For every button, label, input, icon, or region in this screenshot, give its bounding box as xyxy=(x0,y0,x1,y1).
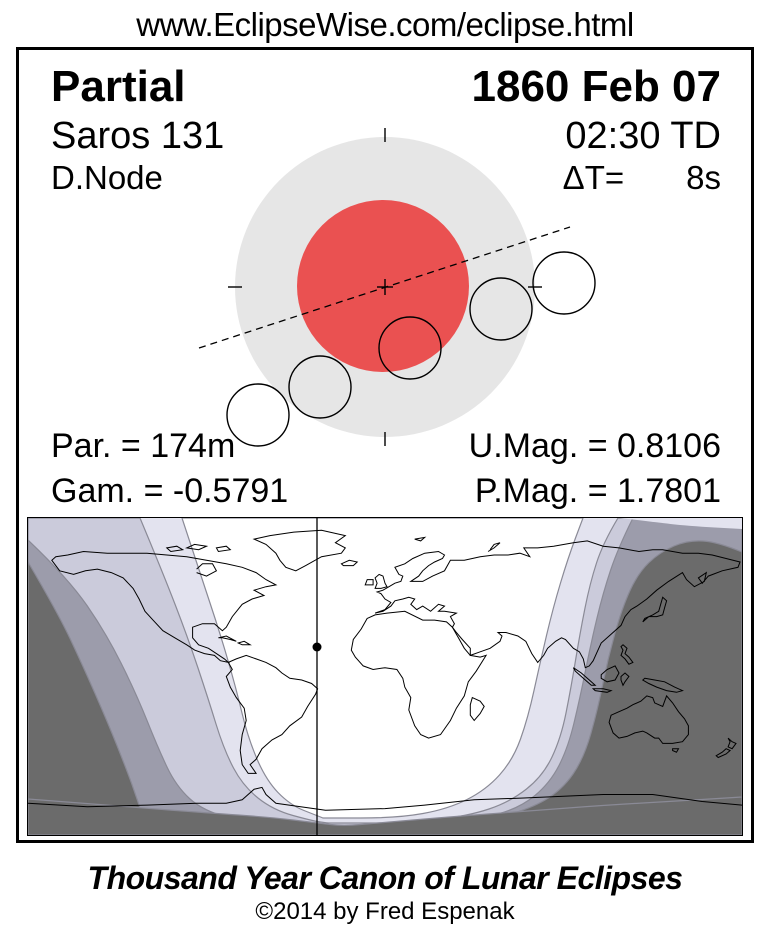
moon-disk-2 xyxy=(288,355,352,419)
par-stat: Par. = 174m xyxy=(51,427,236,465)
eclipse-type: Partial xyxy=(51,62,186,111)
moon-disk-1 xyxy=(226,383,290,447)
coast-borneo xyxy=(600,665,620,683)
coast-new-guinea xyxy=(641,677,684,693)
moon-disk-5 xyxy=(532,251,596,315)
url-link[interactable]: www.EclipseWise.com/eclipse.html xyxy=(136,6,634,43)
visibility-map xyxy=(28,518,742,835)
coast-south-america xyxy=(225,654,319,774)
coast-iceland xyxy=(340,559,359,567)
coast-madagascar xyxy=(469,696,485,722)
coast-arctic-island-2 xyxy=(215,545,232,553)
canon-title: Thousand Year Canon of Lunar Eclipses xyxy=(87,860,683,896)
coast-sumatra xyxy=(572,667,597,686)
coast-australia xyxy=(608,694,689,744)
coast-greenland xyxy=(252,529,347,572)
moon-disk-3 xyxy=(378,316,442,380)
visibility-map-frame xyxy=(27,517,743,836)
zone-dark-south xyxy=(28,796,742,835)
coast-sulawesi xyxy=(620,672,630,687)
coast-north-america xyxy=(51,550,278,664)
coast-new-zealand-south xyxy=(715,748,732,759)
delta-t-value: 8s xyxy=(686,159,721,196)
coast-philippines xyxy=(620,644,634,665)
zone-dark-west xyxy=(28,560,149,835)
coast-cuba xyxy=(218,635,237,642)
saros-label: Saros 131 xyxy=(51,115,225,157)
zone-pale-corner xyxy=(620,518,742,529)
pmag-stat: P.Mag. = 1.7801 xyxy=(474,472,721,510)
eclipse-time: 02:30 TD xyxy=(565,115,721,157)
delta-t: ΔT= 8s xyxy=(563,161,721,194)
eclipse-date: 1860 Feb 07 xyxy=(471,62,722,111)
node-label: D.Node xyxy=(51,159,163,196)
coast-svalbard xyxy=(414,536,427,542)
coast-britain xyxy=(374,573,388,589)
gam-stat: Gam. = -0.5791 xyxy=(51,472,289,510)
coast-hispaniola xyxy=(236,640,252,646)
coast-antarctica xyxy=(28,786,742,811)
coast-new-zealand-north xyxy=(727,737,737,750)
coast-africa xyxy=(350,610,488,739)
coast-arctic-island-1 xyxy=(184,543,209,551)
coast-eurasia xyxy=(374,540,741,669)
coast-japan xyxy=(642,596,668,623)
delta-t-label: ΔT= xyxy=(562,159,625,196)
copyright-line: ©2014 by Fred Espenak xyxy=(255,898,515,925)
coast-java xyxy=(591,688,613,693)
sublunar-dot xyxy=(312,642,322,652)
umbra-circle xyxy=(297,200,469,372)
coast-novaya-zemlya xyxy=(487,542,501,552)
moon-disk-4 xyxy=(469,277,533,341)
coast-ireland xyxy=(364,579,374,586)
eclipse-geometry-diagram xyxy=(198,128,596,447)
coast-arctic-island-3 xyxy=(165,545,185,553)
umag-stat: U.Mag. = 0.8106 xyxy=(468,427,721,465)
coast-tasmania xyxy=(672,748,680,753)
coast-hudson-bay xyxy=(196,563,218,577)
